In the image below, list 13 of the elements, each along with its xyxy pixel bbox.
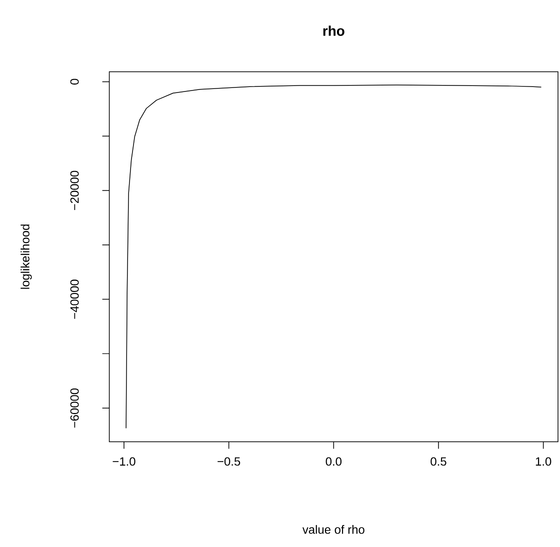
x-tick-label: 0.0 bbox=[326, 457, 342, 466]
x-tick-label: −1.0 bbox=[112, 457, 136, 466]
chart-title: rho bbox=[323, 26, 344, 36]
x-tick-label: 1.0 bbox=[536, 457, 552, 466]
y-axis-title: loglikelihood bbox=[20, 224, 32, 289]
y-tick-label: 0 bbox=[70, 78, 79, 85]
y-tick-label: −40000 bbox=[70, 280, 79, 319]
x-tick-label: 0.5 bbox=[430, 457, 446, 466]
y-tick-label: −20000 bbox=[70, 170, 79, 210]
line-series bbox=[126, 84, 542, 429]
x-tick-label: −0.5 bbox=[218, 457, 240, 466]
y-tick-label: −60000 bbox=[70, 388, 79, 428]
x-axis-title: value of rho bbox=[302, 525, 364, 534]
